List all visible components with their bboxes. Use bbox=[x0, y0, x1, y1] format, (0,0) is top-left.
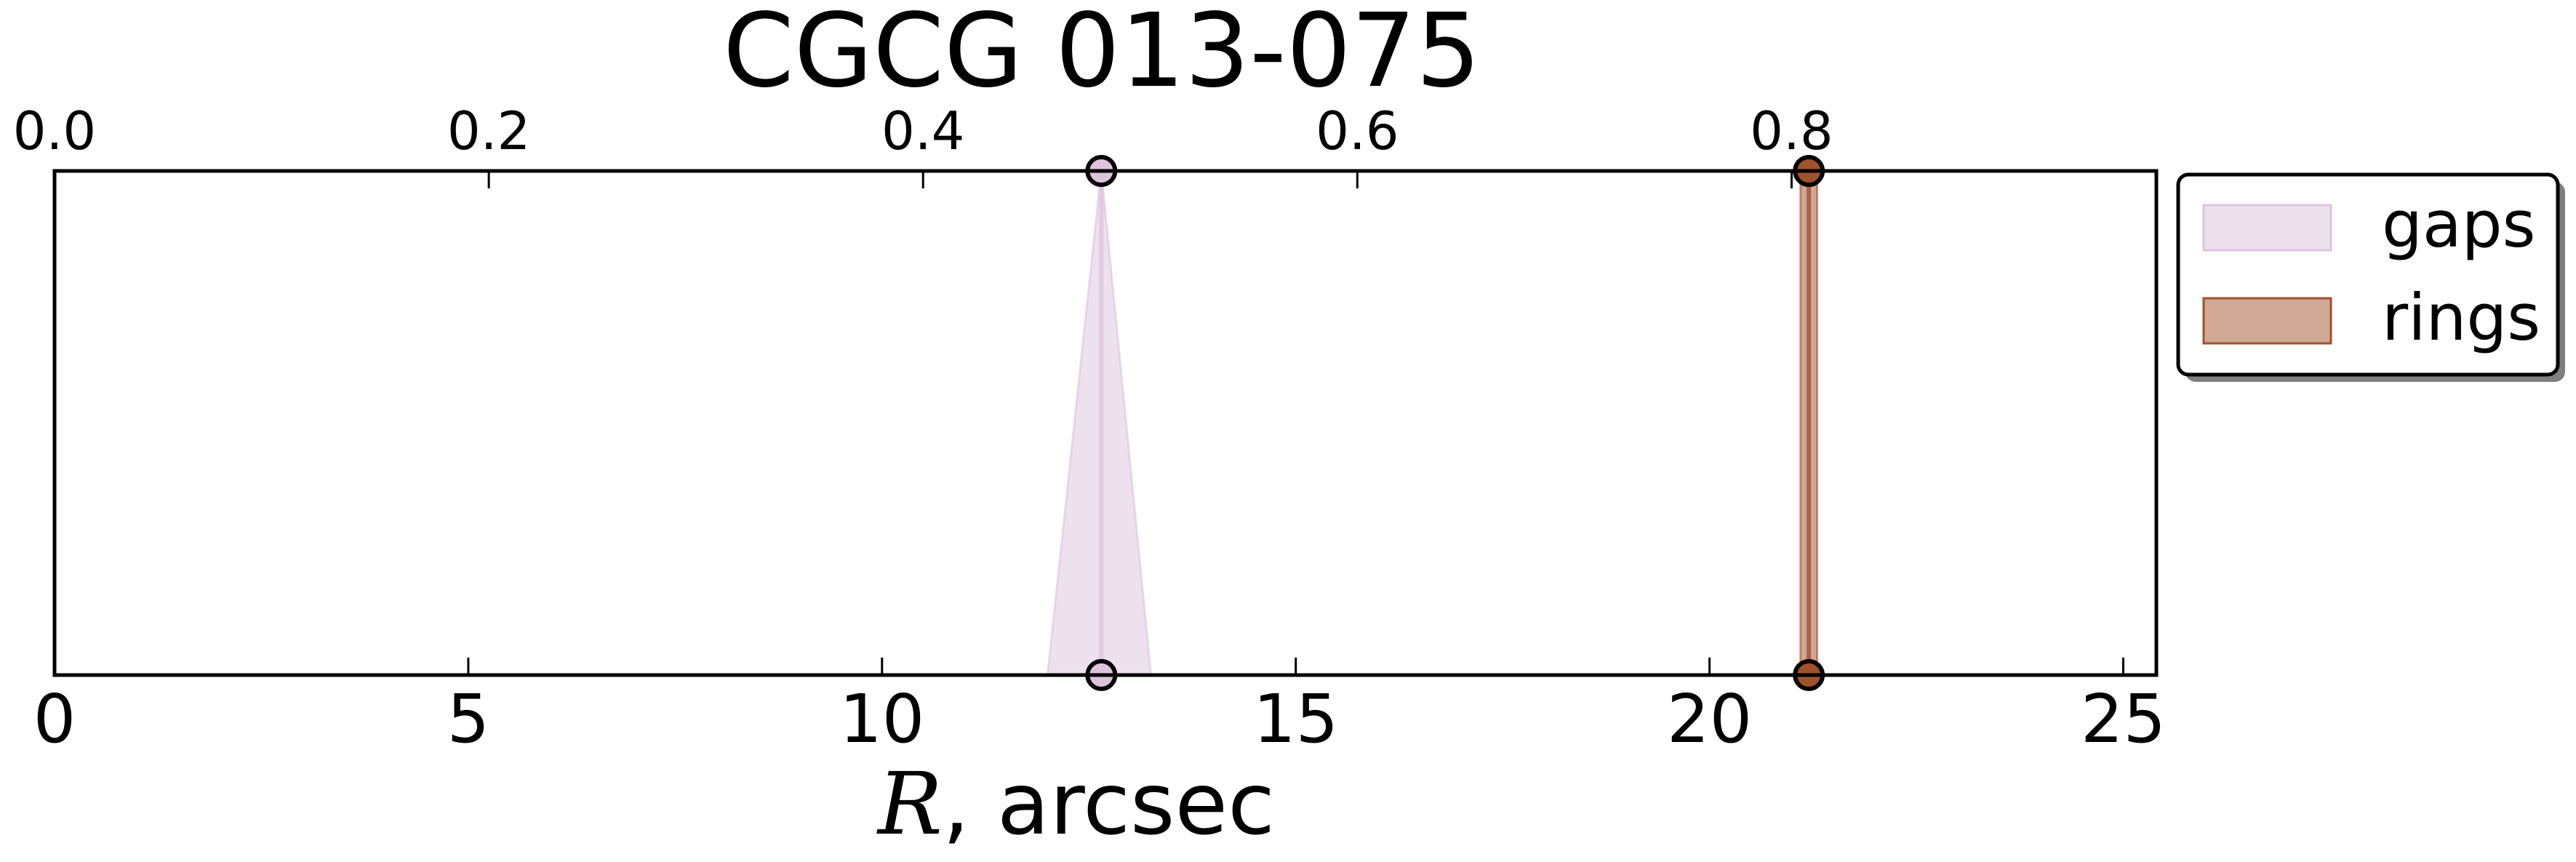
x-axis-label-unit: , arcsec bbox=[943, 754, 1275, 854]
top-tick-label: 0.8 bbox=[1750, 100, 1833, 161]
legend-swatch-gaps bbox=[2202, 204, 2332, 252]
plot-marks bbox=[1046, 155, 1825, 691]
x-tick-label: 0 bbox=[33, 680, 76, 758]
legend-label-rings: rings bbox=[2382, 280, 2540, 355]
x-tick-label: 5 bbox=[447, 680, 490, 758]
x-tick-label: 10 bbox=[839, 680, 924, 758]
legend-entries: gaps rings bbox=[2202, 187, 2540, 355]
axis-ticks: 0 5 10 15 20 25 0.0 0.2 0.4 0.6 0.8 bbox=[13, 100, 2166, 758]
x-tick-label: 25 bbox=[2081, 680, 2166, 758]
plot-frame bbox=[52, 169, 2159, 677]
x-tick-label: 20 bbox=[1667, 680, 1752, 758]
top-tick-label: 0.2 bbox=[447, 100, 531, 161]
x-tick-label: 15 bbox=[1253, 680, 1338, 758]
top-tick-label: 0.0 bbox=[13, 100, 97, 161]
top-tick-label: 0.6 bbox=[1316, 100, 1399, 161]
x-axis-label: R, arcsec bbox=[876, 754, 1275, 854]
chart-title: CGCG 013-075 bbox=[723, 0, 1481, 111]
x-axis-label-symbol: R bbox=[876, 754, 943, 854]
legend: gaps rings bbox=[2176, 172, 2565, 382]
legend-swatch-rings bbox=[2202, 297, 2332, 345]
legend-label-gaps: gaps bbox=[2382, 187, 2536, 262]
top-tick-label: 0.4 bbox=[881, 100, 965, 161]
